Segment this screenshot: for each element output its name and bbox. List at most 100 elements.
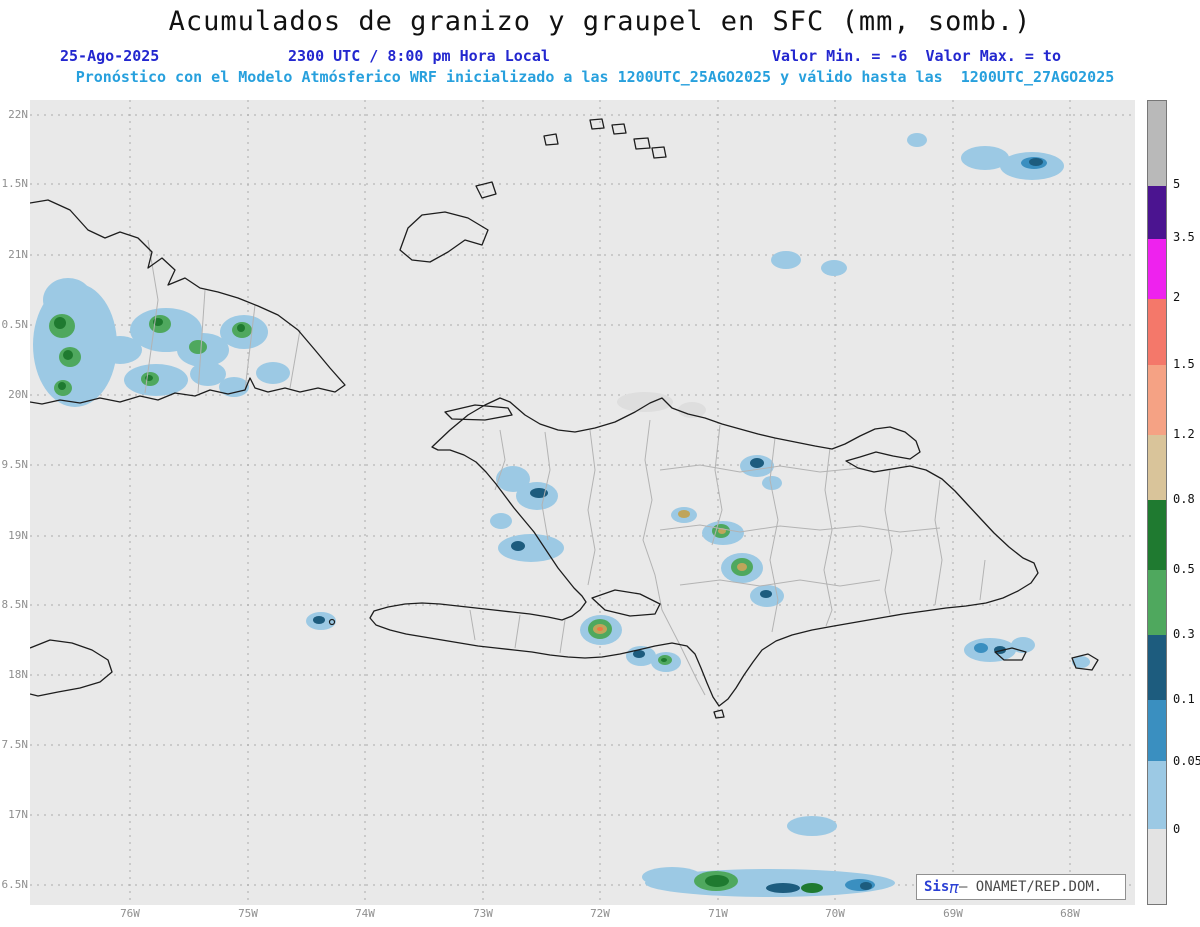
colorbar-segment <box>1148 569 1166 635</box>
coastline-turks-island <box>651 146 667 159</box>
hail-blob <box>762 476 782 490</box>
colorbar-segment <box>1148 185 1166 239</box>
colorbar-segment <box>1148 500 1166 570</box>
coastline-jamaica <box>29 639 113 697</box>
pi-symbol: π <box>949 877 959 897</box>
coastline-beata-island <box>713 709 725 719</box>
page-title: Acumulados de granizo y graupel en SFC (… <box>168 6 1032 37</box>
hail-blob <box>237 324 245 332</box>
lat-tick-label: 9.5N <box>1 458 29 471</box>
hail-blob <box>678 510 690 518</box>
colorbar-segment <box>1148 101 1166 186</box>
lon-tick-label: 71W <box>708 907 728 920</box>
border-line <box>679 579 881 587</box>
colorbar-tick-label: 0.5 <box>1173 562 1195 576</box>
border-line <box>541 431 551 541</box>
hail-blob <box>54 317 66 329</box>
border-line <box>197 289 206 394</box>
border-line <box>587 429 596 586</box>
hail-blob <box>961 146 1009 170</box>
border-line <box>144 239 159 394</box>
border-line <box>469 609 476 641</box>
hail-blob <box>58 382 66 390</box>
minmax-values: Valor Min. = -6 Valor Max. = to <box>772 47 1061 65</box>
hail-blob <box>98 336 142 364</box>
colorbar-segment <box>1148 298 1166 366</box>
map-canvas <box>29 100 1135 905</box>
lat-tick-label: 8.5N <box>1 598 29 611</box>
model-info-line: Pronóstico con el Modelo Atmósferico WRF… <box>75 68 1115 86</box>
lat-tick-label: 0.5N <box>1 318 29 331</box>
hail-blob <box>661 658 667 662</box>
hail-blob <box>860 882 872 890</box>
colorbar-segment <box>1148 634 1166 700</box>
coastline-turks-island <box>589 118 605 130</box>
hail-blob <box>1029 158 1043 166</box>
hail-blob <box>145 375 153 381</box>
border-line <box>823 447 833 627</box>
coastline-turks-island <box>543 133 559 146</box>
hail-blob <box>313 616 325 624</box>
lon-tick-label: 70W <box>825 907 845 920</box>
hail-blob <box>617 392 673 412</box>
hail-blob <box>750 458 764 468</box>
coastline-cuba <box>29 199 346 405</box>
lat-tick-label: 6.5N <box>1 878 29 891</box>
lon-tick-label: 72W <box>590 907 610 920</box>
lon-tick-label: 73W <box>473 907 493 920</box>
hail-blob <box>737 563 747 571</box>
hail-blob <box>771 251 801 269</box>
coastline-navassa <box>328 618 336 626</box>
forecast-date: 25-Ago-2025 <box>60 47 160 65</box>
colorbar-tick-label: 0.8 <box>1173 492 1195 506</box>
colorbar-tick-label: 0 <box>1173 822 1181 836</box>
hail-blob <box>219 377 249 397</box>
colorbar-tick-label: 1.5 <box>1173 357 1195 371</box>
hail-blob <box>63 350 73 360</box>
hail-blob <box>760 590 772 598</box>
colorbar-segment <box>1148 761 1166 830</box>
lat-tick-label: 18N <box>8 668 28 681</box>
colorbar-tick-label: 3.5 <box>1173 230 1195 244</box>
colorbar-tick-label: 0.1 <box>1173 692 1195 706</box>
lat-tick-label: 7.5N <box>1 738 29 751</box>
border-line <box>979 559 986 601</box>
colorbar-segment <box>1148 699 1166 762</box>
hail-blob <box>189 340 207 354</box>
lon-tick-label: 69W <box>943 907 963 920</box>
hail-blob <box>964 638 1016 662</box>
hail-blob <box>490 513 512 529</box>
hail-blob <box>498 534 564 562</box>
hail-blob <box>1072 656 1090 668</box>
border-line <box>934 479 943 606</box>
hail-blob <box>633 650 645 658</box>
sispi-logo-text: Sis <box>924 879 950 895</box>
border-line <box>659 524 941 533</box>
border-line <box>289 329 301 389</box>
hail-blob <box>821 260 847 276</box>
colorbar-segment <box>1148 435 1166 500</box>
border-haiti-dr <box>642 419 706 696</box>
hail-blob <box>801 883 823 893</box>
colorbar-tick-label: 1.2 <box>1173 427 1195 441</box>
coastline-gonave-island <box>591 589 661 617</box>
hail-blob <box>787 816 837 836</box>
hail-blob <box>642 867 702 887</box>
border-line <box>559 619 566 654</box>
colorbar-segment <box>1148 365 1166 436</box>
border-line <box>884 469 893 615</box>
lon-tick-label: 74W <box>355 907 375 920</box>
coastline-little-inagua <box>475 181 497 199</box>
lat-tick-label: 17N <box>8 808 28 821</box>
coastline-tortue-island <box>444 404 513 421</box>
lon-tick-label: 68W <box>1060 907 1080 920</box>
hail-blob <box>678 402 706 418</box>
border-line <box>769 437 779 633</box>
hail-blob <box>705 875 729 887</box>
border-line <box>244 304 256 391</box>
coastlines <box>29 118 1099 719</box>
hail-blob <box>496 466 530 492</box>
forecast-time: 2300 UTC / 8:00 pm Hora Local <box>288 47 550 65</box>
hail-blob <box>530 488 548 498</box>
